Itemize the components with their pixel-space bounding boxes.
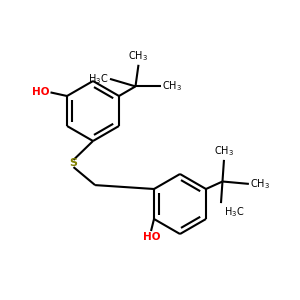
Text: S: S xyxy=(70,158,77,169)
Text: CH$_3$: CH$_3$ xyxy=(163,80,182,93)
Text: CH$_3$: CH$_3$ xyxy=(128,50,148,63)
Text: CH$_3$: CH$_3$ xyxy=(250,177,270,191)
Text: H$_3$C: H$_3$C xyxy=(224,205,244,219)
Text: H$_3$C: H$_3$C xyxy=(88,72,109,86)
Text: HO: HO xyxy=(32,87,49,98)
Text: CH$_3$: CH$_3$ xyxy=(214,145,234,158)
Text: HO: HO xyxy=(143,232,160,242)
